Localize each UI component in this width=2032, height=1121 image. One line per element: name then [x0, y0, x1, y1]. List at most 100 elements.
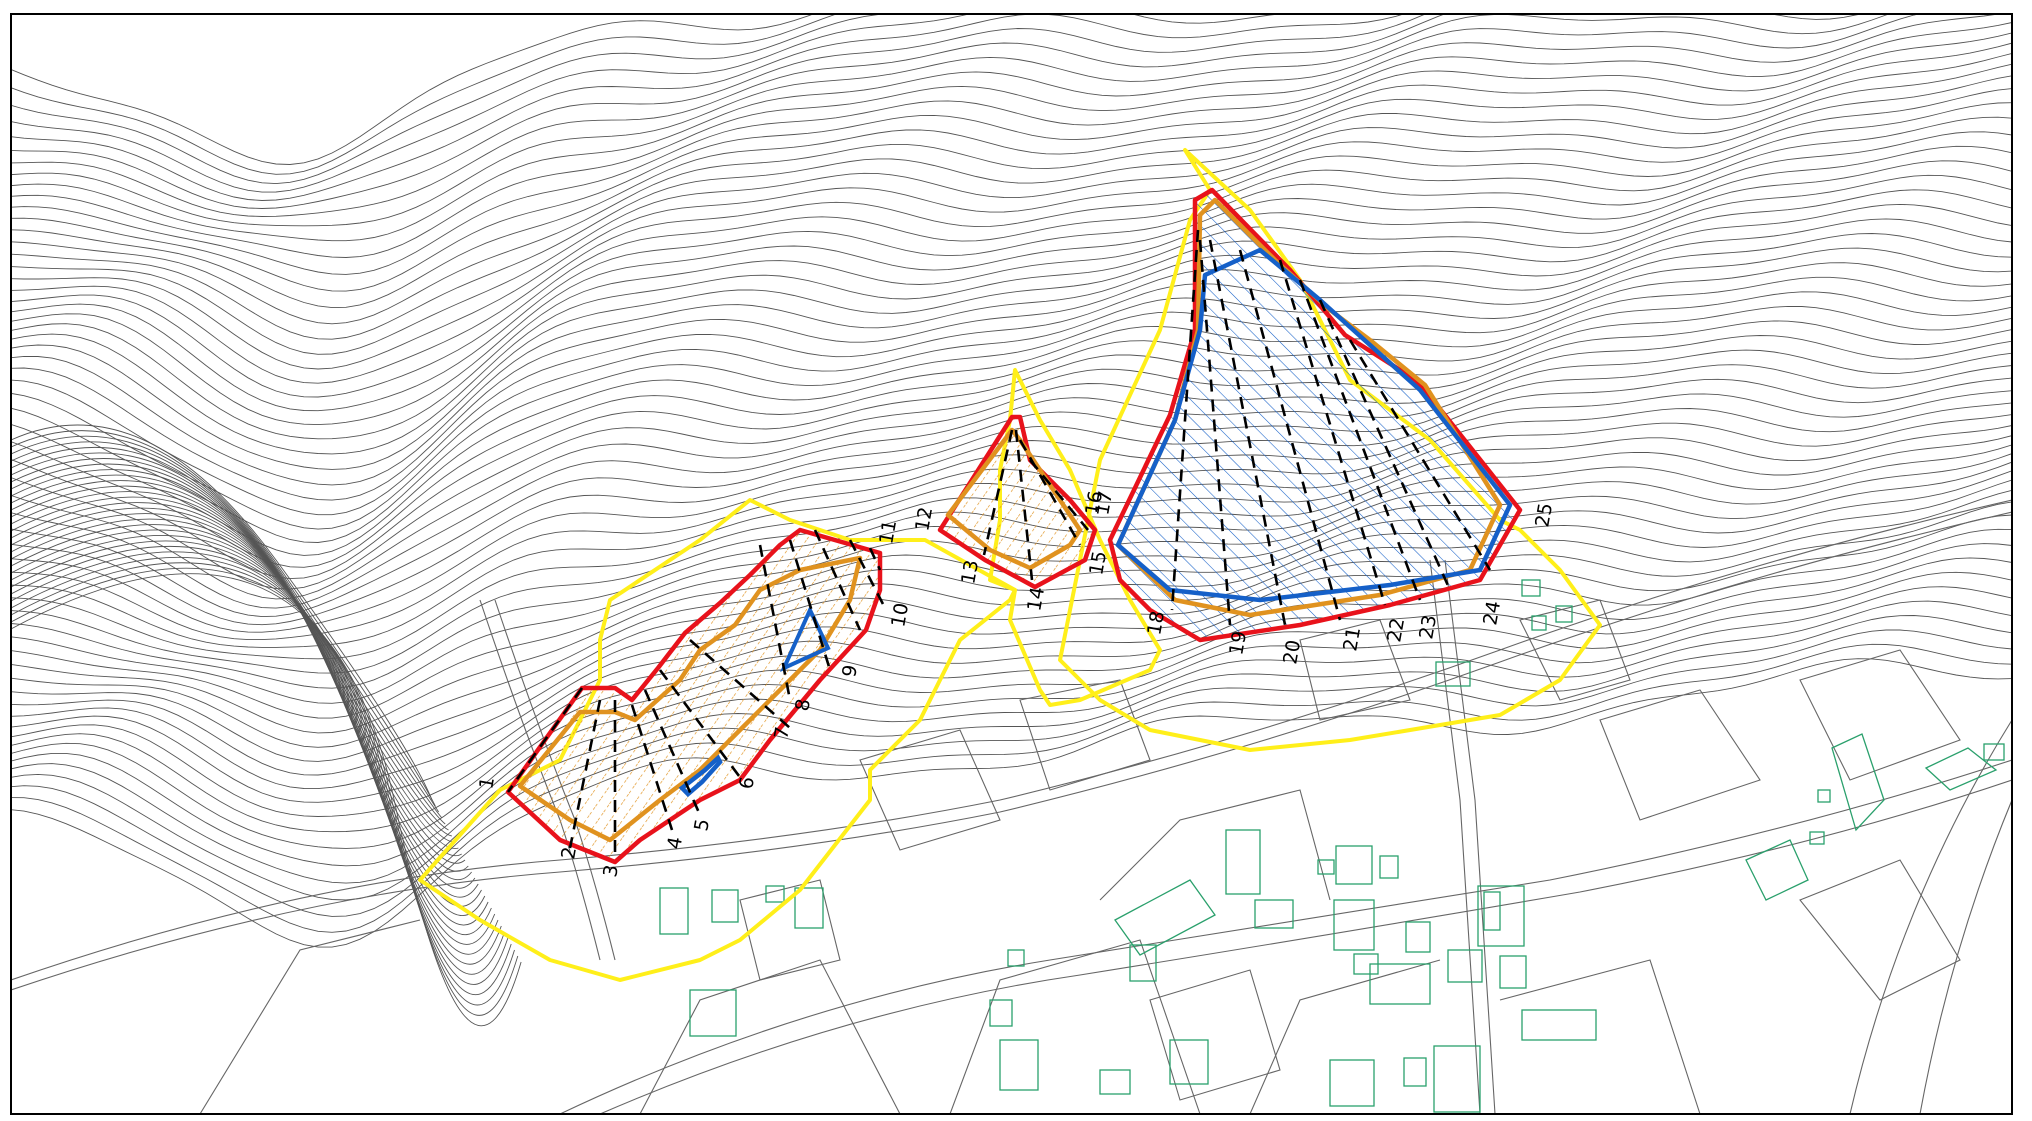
section-label-5: 5	[690, 817, 714, 833]
building-outline	[1809, 831, 1825, 845]
contour-line	[11, 513, 486, 916]
section-label-3: 3	[599, 863, 623, 879]
parcel-line	[739, 879, 841, 981]
parcel-line	[1599, 689, 1761, 821]
contour-line	[11, 14, 815, 165]
section-line	[1278, 259, 1387, 606]
contour-line	[11, 116, 2012, 398]
section-label-22: 22	[1383, 616, 1409, 644]
contour-line	[11, 507, 482, 907]
section-line	[506, 687, 584, 793]
building-outline	[1403, 1057, 1427, 1087]
section-line	[568, 699, 602, 849]
building-outline	[1555, 605, 1573, 623]
section-line	[689, 639, 791, 729]
section-line	[982, 429, 1014, 556]
parcel-line	[1519, 599, 1631, 701]
danger-blue-patch	[780, 605, 831, 673]
section-label-24: 24	[1479, 599, 1505, 627]
contour-line	[11, 485, 469, 872]
contour-line	[11, 540, 502, 965]
contour-line	[11, 276, 2012, 556]
contour-line	[11, 63, 2012, 340]
building-outline	[711, 889, 739, 923]
contour-line	[11, 600, 2012, 884]
building-outline	[1447, 949, 1483, 983]
contour-line	[11, 262, 2012, 543]
section-label-11: 11	[875, 518, 901, 546]
contour-line	[11, 14, 2001, 258]
contour-line	[11, 75, 2012, 355]
contour-line	[11, 32, 2012, 292]
road-lower	[559, 759, 2012, 1114]
section-label-10: 10	[887, 601, 913, 629]
section-label-8: 8	[791, 697, 815, 713]
contour-line	[11, 247, 2012, 530]
contour-line	[11, 430, 436, 807]
building-outline	[1521, 579, 1541, 597]
section-label-6: 6	[735, 775, 759, 791]
contour-line	[11, 203, 2012, 486]
building-outline	[1435, 661, 1471, 687]
contour-line	[11, 52, 2012, 325]
building-outline	[1335, 845, 1373, 885]
parcel-line	[1249, 959, 1441, 1114]
building-outline	[1433, 1045, 1481, 1113]
contour-line	[11, 529, 496, 945]
section-line	[868, 547, 882, 571]
section-label-23: 23	[1415, 613, 1441, 641]
section-line	[1298, 279, 1422, 601]
contour-line	[11, 502, 479, 898]
contour-line	[11, 131, 2012, 412]
contour-line	[11, 545, 506, 975]
building-outline	[1114, 879, 1216, 956]
contour-line	[11, 643, 2012, 933]
section-lines	[506, 229, 1492, 860]
section-label-25: 25	[1531, 501, 1557, 529]
contour-line	[11, 42, 2012, 309]
building-outline	[1521, 1009, 1597, 1041]
building-outline	[659, 887, 689, 935]
map-frame-border	[10, 13, 2013, 1115]
boundary-red	[1107, 187, 1523, 643]
section-line	[1198, 239, 1232, 626]
section-label-16: 16	[1081, 489, 1107, 517]
building-outline	[1817, 789, 1831, 803]
boundary-red	[505, 527, 883, 865]
building-outline	[1379, 855, 1399, 879]
section-label-19: 19	[1225, 629, 1251, 657]
building-outline	[1369, 963, 1431, 1005]
contour-line	[11, 556, 512, 996]
section-line	[1014, 429, 1034, 581]
building-outline	[689, 989, 737, 1037]
section-label-20: 20	[1279, 638, 1305, 666]
contour-line	[11, 571, 2012, 849]
section-label-9: 9	[838, 663, 862, 679]
building-outline	[1983, 743, 2005, 761]
section-line	[1318, 299, 1452, 591]
hazard-hatch-orange	[940, 417, 1095, 587]
contour-line	[11, 14, 1921, 242]
parcel-line	[1919, 799, 2012, 1114]
contour-line	[11, 88, 2012, 370]
building-outline	[1099, 1069, 1131, 1095]
contour-line	[11, 551, 509, 985]
section-label-18: 18	[1143, 609, 1169, 637]
building-outline	[1225, 829, 1261, 895]
section-label-15: 15	[1085, 549, 1111, 577]
contour-line	[11, 145, 2012, 426]
building-outline	[1499, 955, 1527, 989]
building-outline	[1483, 891, 1501, 931]
contour-line	[11, 305, 2012, 580]
contour-line	[11, 491, 472, 881]
section-line	[758, 544, 792, 701]
contour-line	[11, 535, 499, 955]
parcel-line	[949, 939, 1201, 1114]
road-vertical-edge	[1444, 559, 1496, 1114]
building-outline	[1831, 733, 1885, 832]
parcel-line	[1499, 959, 1701, 1114]
hazard-areas	[505, 187, 1523, 865]
parcel-line	[1799, 859, 1961, 1001]
building-outline	[765, 885, 785, 903]
